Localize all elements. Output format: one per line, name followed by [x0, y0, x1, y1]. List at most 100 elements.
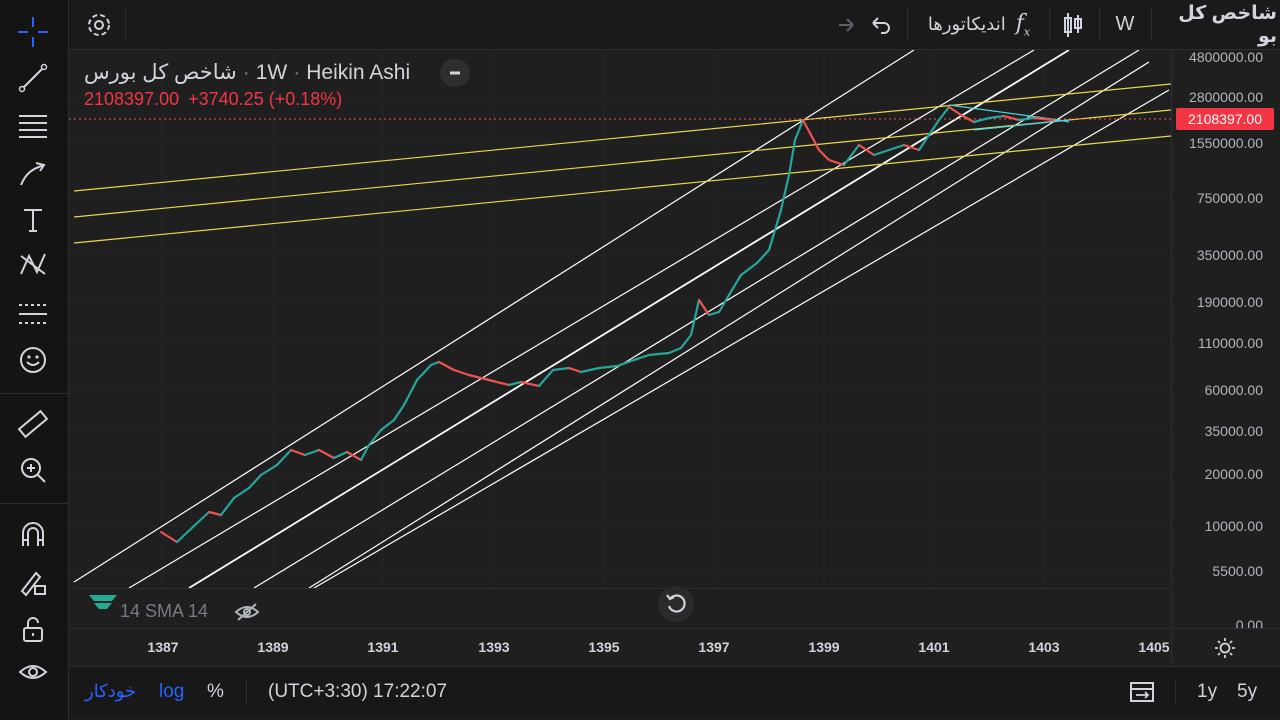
indicator-label[interactable]: 14 SMA 14 — [120, 601, 209, 621]
candle-segment — [332, 450, 349, 460]
legend-symbol[interactable]: شاخص کل بورس — [84, 61, 237, 84]
candle-segment — [289, 448, 307, 457]
candle-segment — [567, 366, 583, 374]
prediction-icon[interactable] — [10, 296, 56, 332]
candle-segment — [192, 510, 211, 528]
time-axis-label: 1403 — [1028, 639, 1060, 655]
zoom-in-icon[interactable] — [10, 452, 56, 488]
candle-segment — [579, 366, 601, 374]
candle-segment — [1032, 116, 1056, 122]
candle-segment — [519, 380, 541, 388]
candle-segment — [259, 463, 279, 477]
legend-change: +3740.25 (+0.18%) — [188, 89, 343, 109]
candle-segment — [972, 116, 991, 124]
time-axis-label: 1387 — [147, 639, 179, 655]
price-axis-label: 20000.00 — [1204, 466, 1263, 482]
candle-segment — [392, 403, 406, 422]
candle-segment — [303, 448, 321, 457]
logo-icon — [89, 595, 117, 609]
legend-chart-type: Heikin Ashi — [306, 60, 411, 84]
pattern-icon[interactable] — [10, 247, 56, 283]
candle-segment — [787, 138, 797, 177]
chart-legend: شاخص کل بورس · 1W · Heikin Ashi 2108397.… — [84, 60, 410, 110]
text-icon[interactable] — [10, 202, 56, 238]
price-axis[interactable]: 4800000.00 2800000.00 1550000.00 750000.00 3… — [1171, 49, 1280, 633]
candle-segment — [697, 298, 711, 317]
eye-hidden-icon[interactable] — [234, 601, 260, 623]
candle-segment — [232, 486, 251, 500]
trend-line-icon[interactable] — [10, 60, 56, 96]
legend-values: 2108397.00 +3740.25 (+0.18%) — [84, 89, 410, 110]
candle-segment — [175, 524, 196, 544]
timezone-button[interactable]: (UTC+3:30) 17:22:07 — [268, 681, 448, 702]
ruler-icon[interactable] — [10, 406, 56, 442]
candle-segment — [959, 113, 976, 124]
lock-drawing-icon[interactable] — [10, 564, 56, 600]
price-axis-label: 750000.00 — [1196, 190, 1263, 206]
percent-scale-button[interactable]: % — [207, 681, 224, 702]
candles-icon[interactable] — [1053, 0, 1093, 49]
candle-segment — [507, 380, 523, 387]
fan-line — [73, 83, 1171, 192]
range-5y-button[interactable]: 5y — [1237, 681, 1258, 702]
candle-segment — [767, 208, 783, 252]
candle-segment — [551, 366, 571, 372]
crosshair-icon[interactable] — [10, 14, 56, 50]
channel-line — [313, 89, 1170, 589]
channel-line — [73, 50, 915, 583]
time-axis-label: 1391 — [367, 639, 399, 655]
candle-segment — [219, 496, 236, 517]
time-axis-label: 1401 — [918, 639, 950, 655]
undo-icon[interactable] — [861, 0, 901, 49]
price-axis-label: 1550000.00 — [1189, 135, 1263, 151]
reset-chart-button[interactable] — [658, 586, 694, 622]
candle-segment — [1017, 116, 1036, 122]
time-axis[interactable]: 1387 1389 1391 1393 1395 1397 1399 1401 1403 1405 — [69, 628, 1171, 667]
candle-segment — [827, 158, 846, 167]
interval-button[interactable]: W — [1115, 13, 1135, 35]
candle-segment — [429, 360, 441, 367]
triangle-upper-line — [948, 104, 1070, 123]
price-axis-label: 60000.00 — [1204, 382, 1263, 398]
fan-line — [73, 109, 1171, 218]
emoji-icon[interactable] — [10, 342, 56, 378]
time-axis-label: 1395 — [588, 639, 620, 655]
price-axis-label: 190000.00 — [1196, 294, 1263, 310]
eye-icon[interactable] — [10, 655, 56, 691]
unlock-icon[interactable] — [10, 611, 56, 647]
price-axis-label: 110000.00 — [1197, 335, 1263, 351]
chart-pane[interactable] — [69, 50, 1171, 628]
candle-segment — [615, 358, 636, 368]
legend-close: 2108397.00 — [84, 89, 180, 109]
symbol-search-button[interactable]: شاخص کل بو — [1178, 2, 1277, 47]
candle-segment — [247, 473, 263, 490]
refresh-icon — [666, 594, 686, 613]
time-axis-label: 1397 — [698, 639, 730, 655]
brush-icon[interactable] — [10, 156, 56, 192]
magnet-icon[interactable] — [10, 517, 56, 553]
candle-segment — [857, 143, 876, 157]
candle-segment — [917, 133, 931, 152]
range-1y-button[interactable]: 1y — [1197, 681, 1218, 702]
log-scale-button[interactable]: log — [159, 681, 185, 702]
fib-retracement-icon[interactable] — [10, 108, 56, 144]
time-axis-label: 1405 — [1138, 639, 1170, 655]
candle-segment — [367, 428, 383, 447]
date-range-icon[interactable] — [1128, 679, 1156, 705]
redo-icon[interactable] — [825, 0, 865, 49]
current-price-tag: 2108397.00 — [1176, 108, 1274, 130]
candle-segment — [467, 373, 491, 382]
axis-settings[interactable] — [1171, 628, 1280, 667]
candle-segment — [902, 143, 921, 152]
settings-icon[interactable] — [77, 0, 121, 49]
auto-scale-button[interactable]: خودکار — [85, 681, 137, 701]
candle-segment — [801, 118, 813, 137]
indicators-button[interactable]: اندیکاتورها fx — [914, 0, 1044, 49]
candle-segment — [452, 368, 471, 377]
candle-segment — [317, 448, 336, 460]
legend-collapse-button[interactable] — [440, 59, 470, 87]
time-axis-label: 1393 — [478, 639, 510, 655]
candle-segment — [402, 378, 419, 407]
left-toolbar — [0, 0, 69, 720]
candle-segment — [647, 351, 671, 357]
